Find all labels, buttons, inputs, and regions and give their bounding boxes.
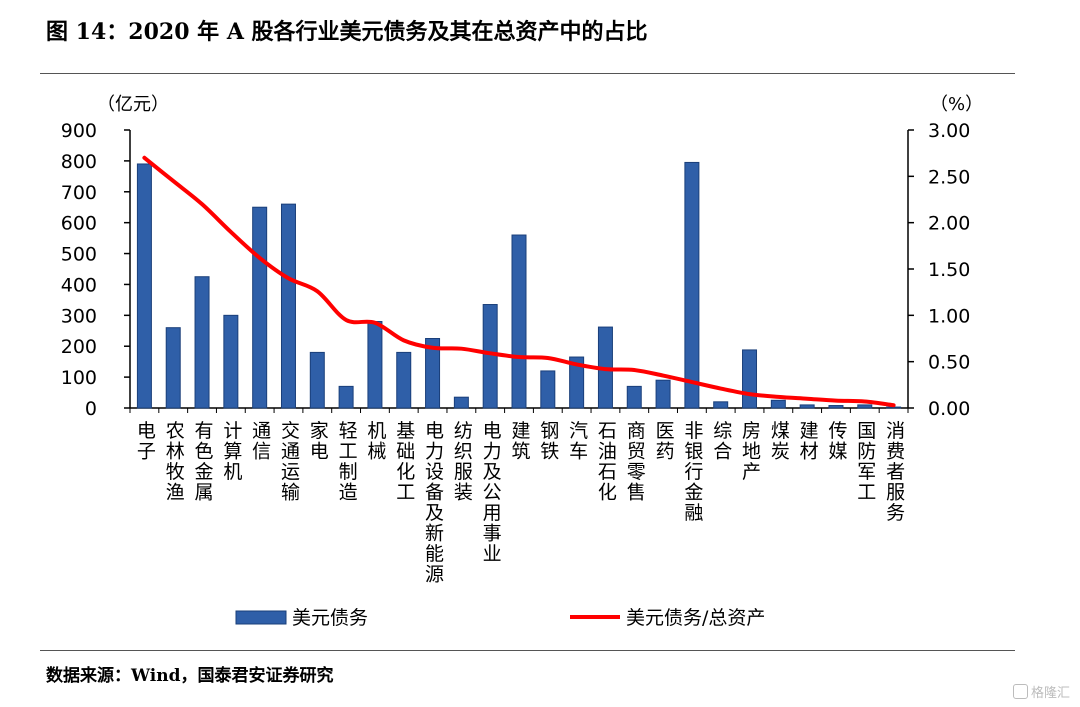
category-label: 房地产 bbox=[742, 420, 761, 483]
category-label: 电力及公用事业 bbox=[483, 420, 502, 565]
category-label: 交通运输 bbox=[281, 420, 300, 504]
bar bbox=[770, 399, 786, 409]
watermark-logo-icon bbox=[1012, 684, 1028, 699]
category-label: 基础化工 bbox=[396, 420, 415, 504]
bar bbox=[713, 401, 729, 409]
left-tick-label: 300 bbox=[61, 305, 97, 327]
bar bbox=[655, 379, 671, 409]
category-label: 机械 bbox=[367, 420, 386, 463]
watermark-text: 格隆汇 bbox=[1030, 686, 1070, 701]
bar bbox=[194, 276, 210, 409]
bar bbox=[799, 404, 815, 409]
bar bbox=[425, 338, 441, 409]
bar bbox=[540, 370, 556, 409]
left-tick-label: 400 bbox=[61, 274, 97, 296]
category-label: 医药 bbox=[656, 420, 675, 463]
category-label: 钢铁 bbox=[540, 420, 559, 463]
right-tick-label: 1.50 bbox=[928, 259, 970, 281]
category-label: 家电 bbox=[310, 420, 329, 463]
bar bbox=[165, 327, 181, 409]
category-label: 通信 bbox=[252, 420, 271, 463]
line-series bbox=[142, 155, 896, 408]
bar bbox=[742, 349, 758, 409]
bar bbox=[338, 385, 354, 409]
right-tick-label: 2.50 bbox=[928, 166, 970, 188]
left-tick-label: 100 bbox=[61, 367, 97, 389]
bar bbox=[828, 405, 844, 409]
category-label: 汽车 bbox=[569, 420, 588, 463]
watermark: 格隆汇 bbox=[1012, 682, 1070, 701]
bar bbox=[626, 385, 642, 409]
right-tick-label: 3.00 bbox=[928, 120, 970, 142]
left-tick-label: 500 bbox=[61, 244, 97, 266]
bar bbox=[569, 356, 585, 409]
left-tick-label: 900 bbox=[61, 120, 97, 142]
bar bbox=[280, 203, 296, 409]
left-tick-label: 800 bbox=[61, 151, 97, 173]
category-label: 商贸零售 bbox=[627, 420, 646, 504]
bar bbox=[482, 304, 498, 409]
legend: 美元债务 美元债务/总资产 bbox=[235, 607, 765, 629]
bar bbox=[453, 396, 469, 409]
right-tick-label: 1.00 bbox=[928, 305, 970, 327]
category-label: 非银行金融 bbox=[684, 420, 703, 524]
legend-line-label: 美元债务/总资产 bbox=[626, 607, 765, 629]
right-tick-label: 2.00 bbox=[928, 213, 970, 235]
bar bbox=[252, 206, 268, 409]
right-axis-unit: （%） bbox=[930, 94, 983, 115]
legend-bar-label: 美元债务 bbox=[292, 607, 368, 629]
bar bbox=[223, 314, 239, 409]
bar bbox=[136, 163, 152, 409]
category-label: 电力设备及新能源 bbox=[425, 420, 444, 586]
right-tick-label: 0.00 bbox=[928, 398, 970, 420]
bar bbox=[367, 321, 383, 409]
category-labels: 电子农林牧渔有色金属计算机通信交通运输家电轻工制造机械基础化工电力设备及新能源纺… bbox=[137, 420, 905, 586]
category-label: 传媒 bbox=[828, 420, 847, 463]
figure-title: 图 14：2020 年 A 股各行业美元债务及其在总资产中的占比 bbox=[46, 19, 648, 45]
legend-bar-swatch bbox=[235, 610, 287, 625]
category-label: 建筑 bbox=[511, 420, 530, 463]
bar bbox=[511, 234, 527, 409]
category-label: 石油石化 bbox=[598, 420, 617, 504]
source-note: 数据来源：Wind，国泰君安证券研究 bbox=[46, 666, 334, 686]
bar bbox=[857, 404, 873, 409]
bottom-divider bbox=[40, 650, 1015, 651]
category-label: 轻工制造 bbox=[339, 420, 358, 504]
category-label: 纺织服装 bbox=[454, 420, 473, 504]
right-axis: 0.00 0.50 1.00 1.50 2.00 2.50 3.00 （%） bbox=[907, 94, 983, 420]
category-label: 国防军工 bbox=[857, 420, 876, 504]
category-label: 有色金属 bbox=[195, 420, 214, 504]
right-tick-label: 0.50 bbox=[928, 352, 970, 374]
category-label: 综合 bbox=[713, 420, 732, 463]
bar bbox=[396, 351, 412, 409]
category-label: 计算机 bbox=[223, 420, 242, 483]
left-tick-label: 600 bbox=[61, 213, 97, 235]
bar-series bbox=[136, 161, 902, 409]
bar bbox=[684, 161, 700, 409]
bar bbox=[309, 351, 325, 409]
category-label: 电子 bbox=[137, 420, 156, 463]
left-axis-unit: （亿元） bbox=[97, 94, 169, 115]
category-label: 农林牧渔 bbox=[166, 420, 185, 504]
left-tick-label: 700 bbox=[61, 182, 97, 204]
category-label: 煤炭 bbox=[771, 420, 790, 463]
category-label: 建材 bbox=[800, 420, 819, 463]
category-label: 消费者服务 bbox=[886, 420, 905, 524]
left-tick-label: 200 bbox=[61, 336, 97, 358]
top-divider bbox=[40, 73, 1015, 74]
left-tick-label: 0 bbox=[85, 398, 97, 420]
